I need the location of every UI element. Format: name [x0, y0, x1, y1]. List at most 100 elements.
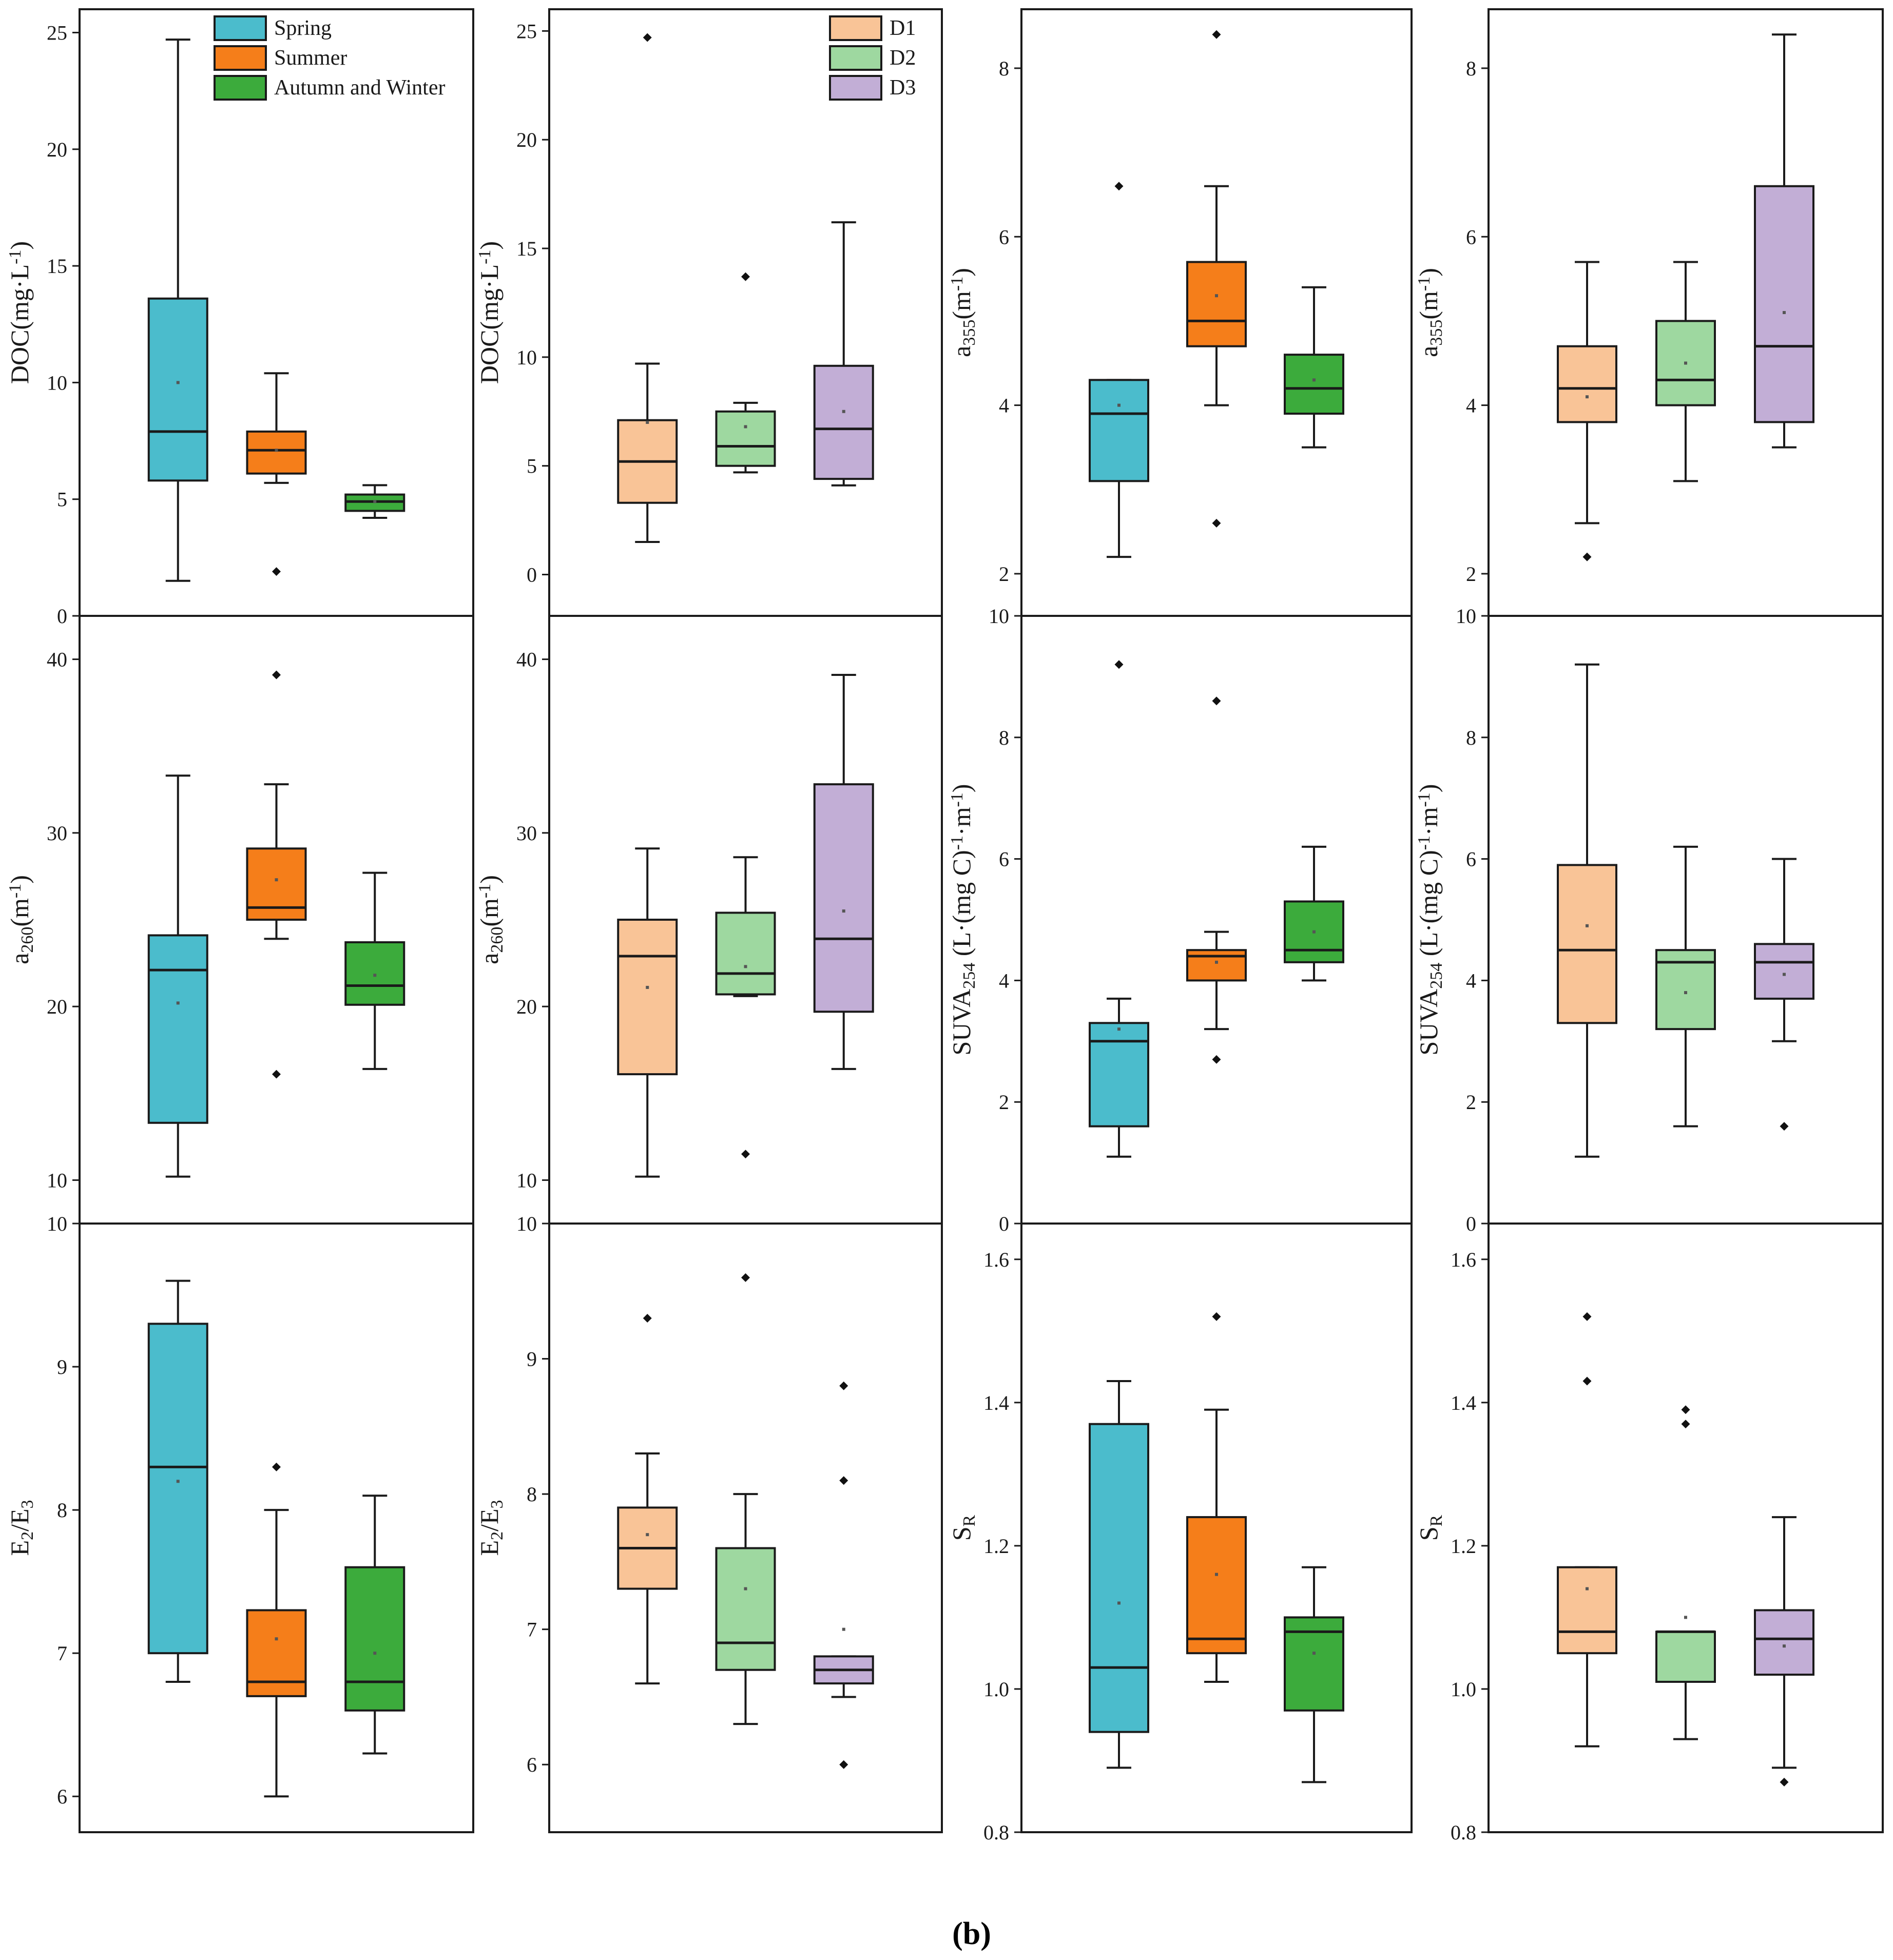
mean-marker: [1684, 361, 1687, 365]
mean-marker: [176, 1480, 180, 1483]
y-axis-label: DOC(mg·L-1): [475, 241, 504, 384]
iqr-box: [813, 364, 874, 480]
panel-DOC-season: 0 5 10 15 20 25 DOC(mg·L-1) Spring Summer Autumn …: [5, 8, 474, 628]
y-tick-label: 7: [57, 1642, 67, 1665]
y-tick-label: 5: [527, 455, 537, 478]
box-d1: [617, 1314, 678, 1685]
mean-marker: [744, 425, 747, 429]
mean-marker: [842, 1627, 845, 1631]
mean-marker: [1117, 1027, 1121, 1031]
box-autumn-and-winter: [1284, 845, 1344, 982]
legend-label: Spring: [274, 16, 332, 40]
iqr-box: [246, 1609, 307, 1697]
outlier-point: [1780, 1777, 1789, 1787]
iqr-box: [1557, 864, 1617, 1024]
panel-frame: [1488, 1222, 1884, 1833]
y-tick-label: 10: [47, 1212, 67, 1235]
y-tick-label: 1.6: [1451, 1248, 1476, 1271]
y-axis-label: SR: [947, 1515, 979, 1541]
mean-marker: [842, 909, 845, 913]
mean-marker: [1312, 378, 1316, 382]
box-spring: [1089, 182, 1149, 558]
mean-marker: [1586, 1587, 1589, 1590]
box-d2: [1655, 261, 1716, 482]
box-d2: [1655, 845, 1716, 1128]
legend-swatch: [214, 75, 267, 101]
outlier-point: [272, 1070, 281, 1079]
y-tick-label: 2: [999, 562, 1009, 586]
outlier-point: [1780, 1122, 1789, 1131]
mean-marker: [1117, 403, 1121, 407]
outlier-point: [1681, 1420, 1690, 1429]
box-d3: [813, 674, 874, 1070]
box-summer: [1186, 30, 1247, 528]
mean-marker: [646, 420, 649, 424]
mean-marker: [1215, 294, 1218, 298]
legend-label: Autumn and Winter: [274, 76, 445, 100]
mean-marker: [176, 1001, 180, 1005]
y-tick-label: 30: [516, 822, 537, 845]
outlier-point: [1212, 1312, 1221, 1321]
box-d2: [1655, 1405, 1716, 1740]
y-tick-label: 6: [527, 1753, 537, 1776]
outlier-point: [643, 33, 652, 42]
y-tick-label: 8: [999, 57, 1009, 80]
iqr-box: [147, 297, 208, 482]
iqr-box: [1284, 354, 1344, 415]
outlier-point: [839, 1760, 848, 1769]
panel-frame: [548, 8, 943, 617]
box-d3: [813, 1381, 874, 1769]
iqr-box: [1089, 379, 1149, 482]
mean-marker: [275, 449, 278, 452]
legend-label: D2: [890, 46, 916, 70]
outlier-point: [1212, 1055, 1221, 1064]
outlier-point: [643, 1314, 652, 1323]
mean-marker: [646, 985, 649, 989]
legend: D1 D2 D3: [829, 15, 916, 101]
iqr-box: [1186, 1516, 1247, 1655]
box-autumn-and-winter: [1284, 1566, 1344, 1783]
y-axis-label: E2/E3: [475, 1500, 507, 1556]
box-d1: [617, 847, 678, 1178]
mean-marker: [744, 965, 747, 968]
iqr-box: [1754, 185, 1814, 423]
y-axis-label: a355(m-1): [947, 268, 979, 357]
outlier-point: [839, 1476, 848, 1485]
box-d3: [1754, 33, 1814, 449]
y-tick-label: 6: [999, 225, 1009, 248]
y-tick-label: 8: [527, 1483, 537, 1506]
mean-marker: [842, 410, 845, 413]
iqr-box: [1557, 345, 1617, 423]
y-tick-label: 1.2: [983, 1535, 1009, 1558]
y-tick-label: 1.4: [983, 1391, 1009, 1414]
mean-marker: [1215, 960, 1218, 964]
y-tick-label: 25: [516, 20, 537, 43]
panel-grid: 0510152025DOC(mg·L-1)SpringSummerAutumn …: [5, 8, 1884, 1844]
y-tick-label: 6: [1466, 225, 1476, 248]
box-summer: [1186, 1312, 1247, 1683]
panel-a260-season: 10 20 30 40 a260(m-1): [5, 615, 474, 1225]
y-tick-label: 1.0: [1451, 1678, 1476, 1701]
outlier-point: [1681, 1405, 1690, 1414]
box-autumn-and-winter: [1284, 286, 1344, 449]
y-axis-label: a355(m-1): [1414, 268, 1446, 357]
box-spring: [147, 38, 208, 582]
outlier-point: [741, 272, 750, 281]
outlier-point: [272, 670, 281, 680]
mean-marker: [1312, 930, 1316, 934]
mean-marker: [275, 878, 278, 882]
box-summer: [246, 372, 307, 576]
outlier-point: [1212, 696, 1221, 706]
mean-marker: [176, 381, 180, 384]
y-axis-label: E2/E3: [5, 1500, 37, 1556]
outlier-point: [1212, 30, 1221, 39]
panel-E2E3-season: 6 7 8 9 10 E2/E3: [5, 1212, 474, 1833]
panel-frame: [79, 8, 474, 617]
panel-E2E3-depth: 6 7 8 9 10 E2/E3: [475, 1212, 943, 1833]
y-tick-label: 10: [516, 346, 537, 369]
y-tick-label: 15: [516, 237, 537, 260]
y-tick-label: 7: [527, 1618, 537, 1641]
y-tick-label: 6: [57, 1785, 67, 1808]
box-autumn-and-winter: [344, 871, 405, 1070]
